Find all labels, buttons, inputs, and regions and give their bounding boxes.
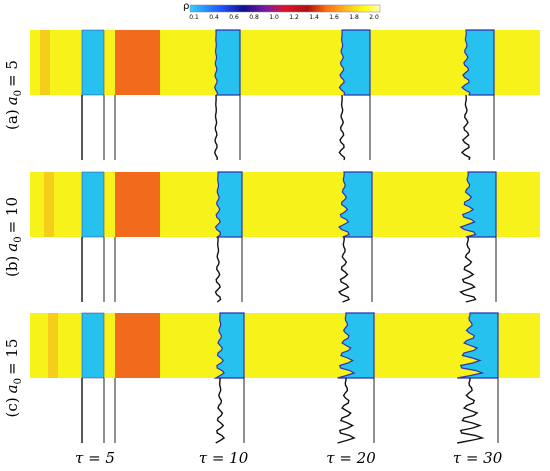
colorbar: [189, 4, 381, 13]
heavy-gas: [457, 312, 499, 379]
row-param: a: [3, 96, 21, 105]
heavy-gas: [338, 29, 371, 96]
interface-line: [457, 377, 485, 444]
panel-schlieren: [415, 95, 540, 160]
panel-schlieren: [160, 378, 287, 443]
interface-line: [337, 236, 350, 303]
row-value: = 15: [3, 339, 21, 375]
column-label: τ = 10: [199, 449, 249, 467]
shock-region: [115, 30, 160, 95]
panel-schlieren: [287, 237, 415, 302]
row-value: = 10: [3, 197, 21, 233]
colorbar-tick-label: 2.0: [369, 14, 379, 21]
heavy-gas: [459, 171, 497, 238]
row-sub: 0: [13, 90, 24, 96]
interface-line: [213, 94, 219, 161]
colorbar-tick-label: 0.4: [209, 14, 219, 21]
heavy-gas: [214, 29, 241, 96]
row-label: (c) a0 = 15: [3, 339, 24, 418]
panel-schlieren: [30, 378, 160, 443]
panel-schlieren: [287, 378, 415, 443]
heavy-gas: [338, 171, 373, 238]
panel-schlieren: [30, 237, 160, 302]
heavy-gas: [461, 29, 495, 96]
row-tag: (a): [3, 109, 21, 130]
interface-line: [214, 236, 222, 303]
interface-line: [215, 378, 226, 444]
panel-schlieren: [30, 95, 160, 160]
row-sub: 0: [13, 236, 24, 242]
shock-region: [115, 313, 160, 378]
column-label: τ = 20: [326, 449, 376, 467]
colorbar-tick-label: 1.2: [289, 14, 299, 21]
row-label: (a) a0 = 5: [3, 60, 24, 130]
heavy-gas: [81, 312, 105, 379]
row-tag: (b): [3, 256, 21, 277]
interface-line: [460, 94, 471, 161]
row-param: a: [3, 384, 21, 393]
row-tag: (c): [3, 397, 21, 417]
colorbar-tick-label: 0.8: [249, 14, 259, 21]
colorbar-tick-label: 0.6: [229, 14, 239, 21]
interface-line: [338, 94, 346, 161]
interface-line: [459, 236, 477, 303]
heavy-gas: [81, 171, 105, 238]
row-param: a: [3, 243, 21, 252]
row-sub: 0: [13, 378, 24, 384]
shock-front: [40, 30, 50, 95]
shock-front: [44, 172, 54, 237]
heavy-gas: [337, 312, 375, 379]
colorbar-tick-label: 1.8: [349, 14, 359, 21]
shock-front: [48, 313, 58, 378]
colorbar-tick-label: 1.4: [309, 14, 319, 21]
shock-region: [115, 172, 160, 237]
heavy-gas: [214, 171, 243, 238]
row-label: (b) a0 = 10: [3, 197, 24, 277]
panel-schlieren: [415, 237, 540, 302]
panel-schlieren: [287, 95, 415, 160]
colorbar-tick-label: 1.0: [269, 14, 279, 21]
panel-schlieren: [415, 378, 540, 443]
row-value: = 5: [3, 60, 21, 87]
colorbar-tick-label: 0.1: [189, 14, 199, 21]
heavy-gas: [81, 29, 105, 96]
panel-schlieren: [160, 95, 287, 160]
interface-line: [337, 377, 356, 444]
colorbar-tick-label: 1.6: [329, 14, 339, 21]
column-label: τ = 30: [453, 449, 503, 467]
colorbar-label: ρ: [183, 1, 189, 12]
panel-schlieren: [160, 237, 287, 302]
heavy-gas: [213, 312, 245, 379]
column-label: τ = 5: [75, 449, 115, 467]
